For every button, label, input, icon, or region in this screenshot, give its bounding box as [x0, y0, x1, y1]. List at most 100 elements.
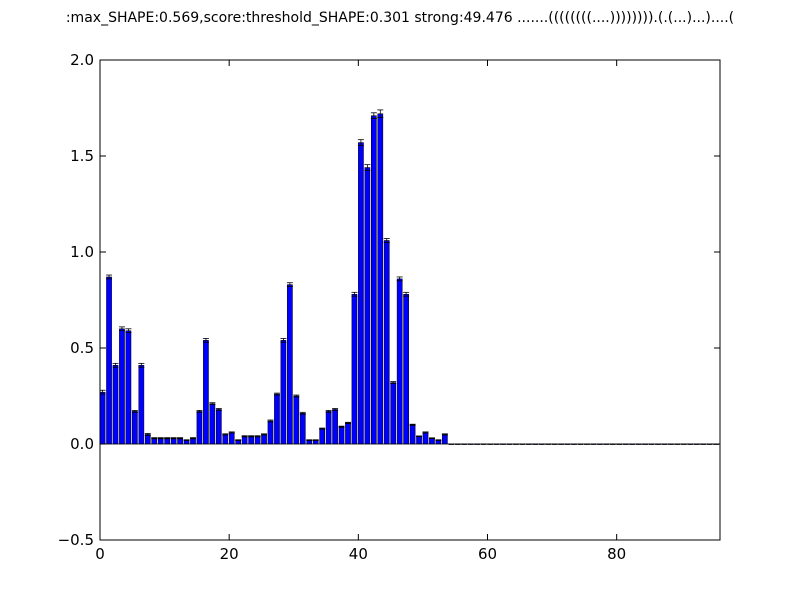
- bar: [228, 432, 235, 445]
- y-tick-label: 0.0: [70, 435, 94, 453]
- bar: [409, 424, 416, 445]
- bar: [254, 436, 261, 445]
- bar: [396, 278, 403, 445]
- error-bar: [196, 409, 203, 413]
- x-tick-label: 40: [349, 545, 368, 563]
- error-bar: [422, 431, 429, 434]
- error-bar: [377, 109, 384, 118]
- bar: [267, 420, 274, 445]
- error-bar: [319, 427, 326, 430]
- error-bar: [209, 402, 216, 406]
- bar: [241, 436, 248, 445]
- bar: [345, 422, 351, 445]
- error-bar: [280, 337, 287, 343]
- error-bar: [151, 437, 158, 440]
- bar: [364, 167, 371, 445]
- error-bar: [416, 435, 423, 438]
- plot-frame: [99, 59, 721, 541]
- x-tick-label: 0: [95, 545, 105, 563]
- error-bar: [177, 437, 184, 440]
- error-bar: [228, 431, 235, 434]
- error-bar: [164, 437, 171, 440]
- bar: [203, 340, 209, 445]
- x-axis: 0 20 40 60 80: [95, 60, 626, 563]
- y-tick-label: 1.5: [70, 147, 94, 165]
- error-bar: [106, 274, 113, 280]
- error-bar: [364, 164, 371, 171]
- error-bar: [273, 392, 280, 396]
- error-bar: [190, 437, 196, 440]
- bar: [299, 413, 306, 445]
- bar: [280, 340, 287, 445]
- error-bar: [357, 139, 364, 146]
- bar: [371, 115, 377, 445]
- error-bar: [144, 433, 151, 436]
- error-bar: [306, 439, 313, 441]
- y-tick-label: 0.5: [70, 339, 94, 357]
- bar: [351, 293, 358, 445]
- error-bar: [99, 389, 106, 395]
- error-bar: [118, 326, 125, 332]
- bar: [287, 284, 293, 445]
- error-bar: [286, 282, 293, 287]
- bar: [383, 240, 390, 445]
- error-bar: [403, 291, 410, 297]
- error-bar: [138, 362, 145, 368]
- error-bar: [183, 439, 190, 441]
- error-bar: [222, 433, 229, 436]
- bar: [325, 411, 332, 445]
- error-bar: [241, 435, 248, 438]
- error-bar: [428, 437, 435, 440]
- error-bar: [396, 276, 403, 282]
- error-bar: [248, 435, 255, 438]
- bar: [319, 428, 326, 445]
- bar: [106, 276, 112, 445]
- error-bar: [254, 435, 261, 438]
- error-bar: [351, 291, 358, 297]
- y-tick-label: 1.0: [70, 243, 94, 261]
- error-bar: [390, 381, 397, 384]
- bar: [338, 426, 345, 445]
- x-tick-label: 60: [478, 545, 497, 563]
- bar: [99, 391, 106, 445]
- bar: [293, 395, 300, 445]
- error-bar: [332, 408, 339, 411]
- bar: [222, 434, 229, 445]
- y-axis: −0.5 0.0 0.5 1.0 1.5 2.0: [58, 51, 720, 549]
- bar: [144, 434, 151, 445]
- bar: [416, 436, 422, 445]
- error-bar: [338, 425, 345, 428]
- bar: [196, 411, 203, 445]
- bar: [377, 113, 384, 445]
- error-bar: [202, 337, 209, 343]
- error-bar: [383, 238, 390, 243]
- bar: [112, 365, 119, 445]
- chart-title: :max_SHAPE:0.569,score:threshold_SHAPE:0…: [66, 10, 734, 26]
- error-bar: [170, 437, 177, 440]
- error-bar: [441, 433, 448, 436]
- error-bar: [157, 437, 164, 440]
- error-bar: [435, 439, 442, 441]
- bar: [209, 403, 216, 445]
- bar: [403, 293, 409, 445]
- error-bar: [325, 409, 332, 413]
- error-bar: [293, 394, 300, 398]
- error-bar: [409, 423, 416, 426]
- error-bar: [345, 421, 351, 424]
- x-tick-label: 20: [220, 545, 239, 563]
- bar: [138, 365, 145, 445]
- bar: [429, 437, 435, 445]
- error-bar: [125, 328, 132, 334]
- y-tick-label: 2.0: [70, 51, 94, 69]
- error-bar: [261, 433, 268, 436]
- bar: [119, 328, 125, 445]
- bar: [274, 393, 280, 445]
- bar: [125, 330, 132, 445]
- bar: [216, 409, 222, 445]
- error-bar: [112, 362, 119, 368]
- error-bar: [312, 439, 319, 441]
- error-bar: [370, 112, 377, 119]
- plot-area: [100, 60, 720, 540]
- bar: [248, 436, 254, 445]
